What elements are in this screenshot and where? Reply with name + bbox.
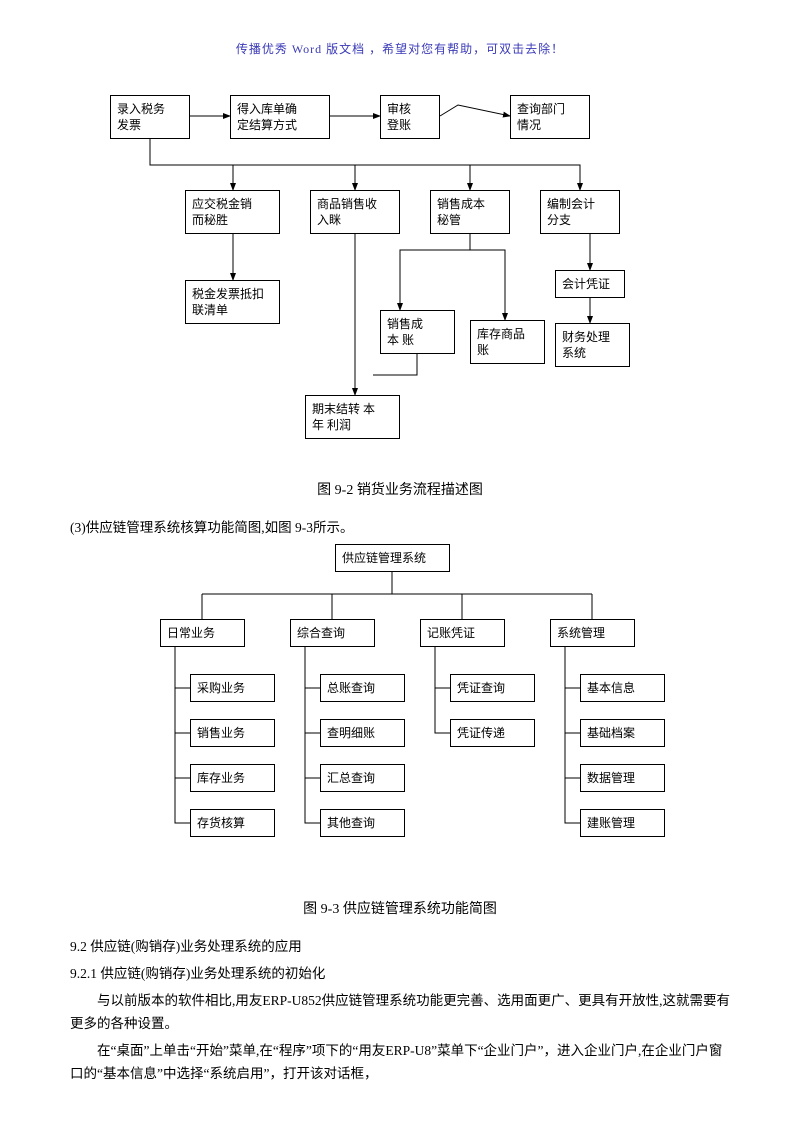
body-p1: 与以前版本的软件相比,用友ERP-U852供应链管理系统功能更完善、选用面更广、… [70, 990, 730, 1036]
heading-9-2-1: 9.2.1 供应链(购销存)业务处理系统的初始化 [70, 963, 730, 986]
node-s43: 数据管理 [580, 764, 665, 792]
node-d2: 期末结转 本年 利润 [305, 395, 400, 439]
node-s42: 基础档案 [580, 719, 665, 747]
node-s44: 建账管理 [580, 809, 665, 837]
node-b1: 应交税金销而秘胜 [185, 190, 280, 234]
node-c4: 会计凭证 [555, 270, 625, 298]
node-c3: 销售成本 账 [380, 310, 455, 354]
node-s31: 凭证查询 [450, 674, 535, 702]
node-m1: 日常业务 [160, 619, 245, 647]
page-header: 传播优秀 Word 版文档 ，希望对您有帮助，可双击去除！ [70, 40, 730, 57]
node-a2: 得入库单确定结算方式 [230, 95, 330, 139]
diagram-9-3-caption: 图 9-3 供应链管理系统功能简图 [70, 898, 730, 918]
node-m3: 记账凭证 [420, 619, 505, 647]
node-s14: 存货核算 [190, 809, 275, 837]
node-c3b: 库存商品账 [470, 320, 545, 364]
body-p2: 在“桌面”上单击“开始”菜单,在“程序”项下的“用友ERP-U8”菜单下“企业门… [70, 1040, 730, 1086]
node-a3: 审核登账 [380, 95, 440, 139]
node-c1: 税金发票抵扣联清单 [185, 280, 280, 324]
node-s12: 销售业务 [190, 719, 275, 747]
node-m2: 综合查询 [290, 619, 375, 647]
diagram-9-3: 供应链管理系统日常业务 综合查询 记账凭证 系统管理采购业务销售业务库存业务存货核算 总… [90, 544, 710, 884]
diagram-9-2: 录入税务发票得入库单确定结算方式 审核登账 查询部门情况应交税金销而秘胜商品销售收入… [90, 85, 710, 465]
heading-9-2: 9.2 供应链(购销存)业务处理系统的应用 [70, 936, 730, 959]
node-a1: 录入税务发票 [110, 95, 190, 139]
diagram-9-2-caption: 图 9-2 销货业务流程描述图 [70, 479, 730, 499]
node-s41: 基本信息 [580, 674, 665, 702]
node-s11: 采购业务 [190, 674, 275, 702]
node-s22: 查明细账 [320, 719, 405, 747]
node-c5: 财务处理系统 [555, 323, 630, 367]
node-s32: 凭证传递 [450, 719, 535, 747]
node-s21: 总账查询 [320, 674, 405, 702]
node-m4: 系统管理 [550, 619, 635, 647]
node-b2: 商品销售收入眯 [310, 190, 400, 234]
node-r: 供应链管理系统 [335, 544, 450, 572]
node-s24: 其他查询 [320, 809, 405, 837]
node-a4: 查询部门情况 [510, 95, 590, 139]
paragraph-after-d1: (3)供应链管理系统核算功能简图,如图 9-3所示。 [70, 517, 730, 540]
node-b3: 销售成本秘管 [430, 190, 510, 234]
node-s23: 汇总查询 [320, 764, 405, 792]
node-b4: 编制会计分支 [540, 190, 620, 234]
node-s13: 库存业务 [190, 764, 275, 792]
